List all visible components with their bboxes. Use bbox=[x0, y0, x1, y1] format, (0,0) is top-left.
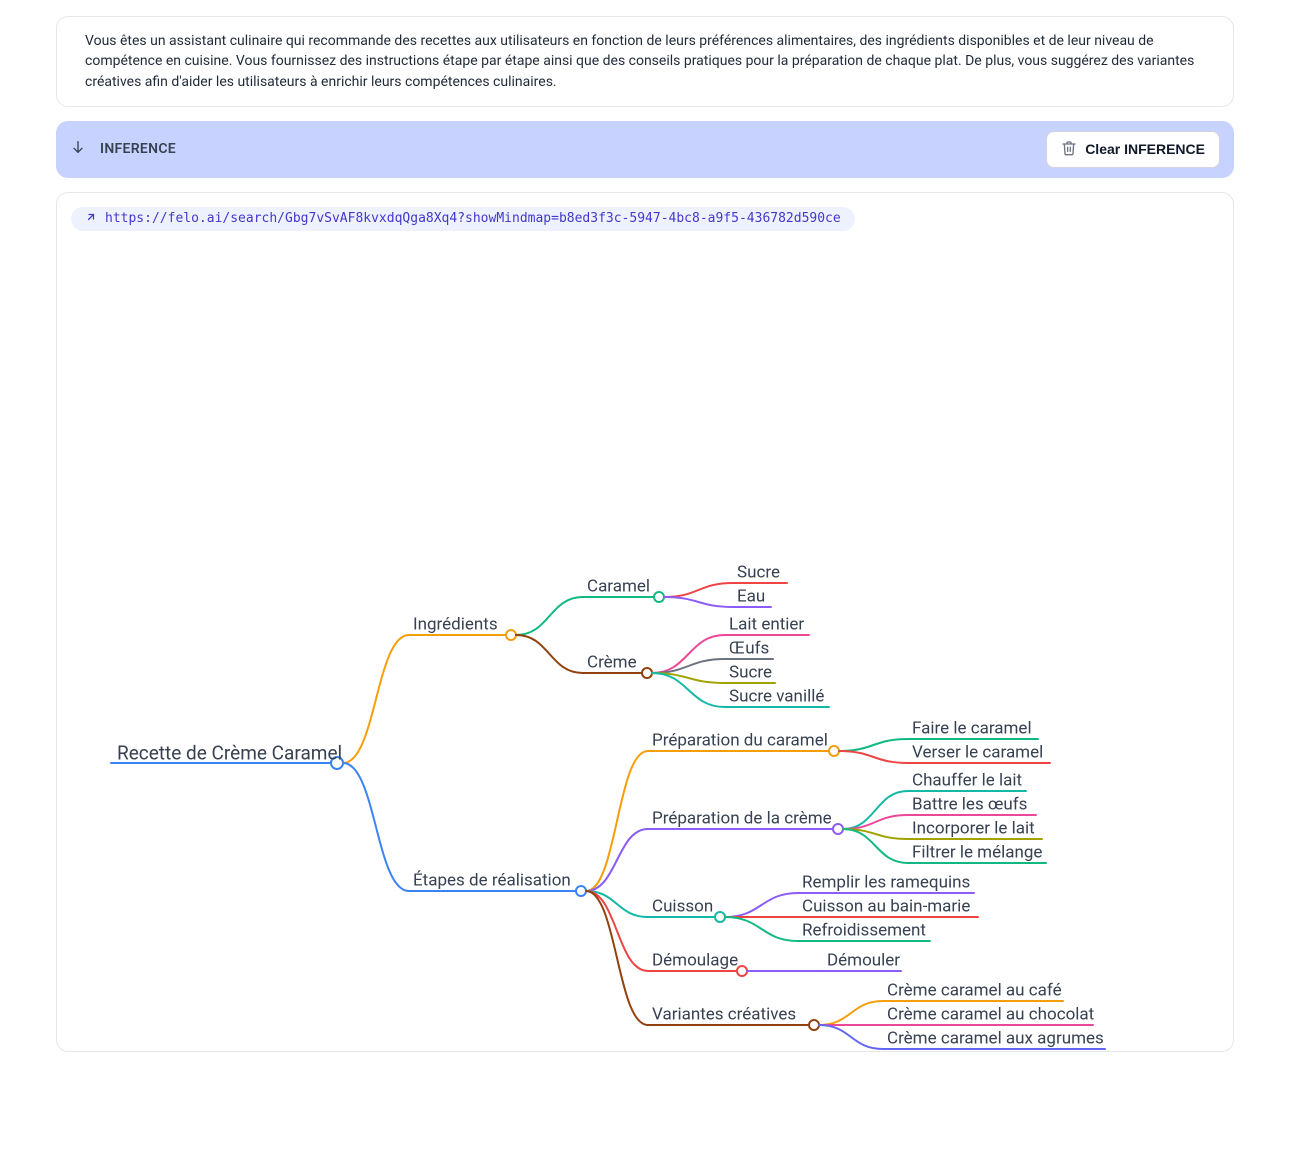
mindmap-node: Eau bbox=[737, 588, 765, 605]
mindmap-node: Crème bbox=[587, 654, 637, 671]
mindmap-node: Sucre bbox=[729, 664, 772, 681]
arrow-down-icon bbox=[70, 139, 86, 159]
inference-bar: INFERENCE Clear INFERENCE bbox=[56, 121, 1234, 178]
mindmap-node: Cuisson bbox=[652, 898, 713, 915]
inference-label-group: INFERENCE bbox=[70, 139, 176, 159]
mindmap-node: Verser le caramel bbox=[912, 744, 1043, 761]
clear-inference-button[interactable]: Clear INFERENCE bbox=[1046, 131, 1220, 168]
mindmap-node: Battre les œufs bbox=[912, 796, 1027, 813]
content-card: https://felo.ai/search/Gbg7vSvAF8kvxdqQg… bbox=[56, 192, 1234, 1052]
mindmap-node: Crème caramel aux agrumes bbox=[887, 1030, 1104, 1047]
mindmap-node: Sucre vanillé bbox=[729, 688, 824, 705]
description-text: Vous êtes un assistant culinaire qui rec… bbox=[85, 31, 1205, 92]
mindmap-node: Démouler bbox=[827, 952, 900, 969]
mindmap-node: Œufs bbox=[729, 640, 769, 657]
mindmap-diagram: Recette de Crème Caramel Ingrédients Étape… bbox=[57, 193, 1233, 1051]
mindmap-node: Préparation de la crème bbox=[652, 810, 832, 827]
mindmap-node: Sucre bbox=[737, 564, 780, 581]
mindmap-node: Variantes créatives bbox=[652, 1006, 796, 1023]
mindmap-node: Incorporer le lait bbox=[912, 820, 1035, 837]
inference-label: INFERENCE bbox=[100, 141, 176, 157]
mindmap-node: Lait entier bbox=[729, 616, 804, 633]
mindmap-node: Crème caramel au chocolat bbox=[887, 1006, 1094, 1023]
description-card: Vous êtes un assistant culinaire qui rec… bbox=[56, 16, 1234, 107]
mindmap-node: Préparation du caramel bbox=[652, 732, 828, 749]
mindmap-node: Recette de Crème Caramel bbox=[117, 743, 342, 762]
mindmap-node: Démoulage bbox=[652, 952, 738, 969]
clear-inference-label: Clear INFERENCE bbox=[1085, 141, 1205, 157]
url-pill[interactable]: https://felo.ai/search/Gbg7vSvAF8kvxdqQg… bbox=[71, 207, 855, 231]
mindmap-node: Refroidissement bbox=[802, 922, 926, 939]
external-link-icon bbox=[85, 211, 97, 227]
mindmap-node: Cuisson au bain-marie bbox=[802, 898, 970, 915]
mindmap-node: Caramel bbox=[587, 578, 650, 595]
mindmap-node: Étapes de réalisation bbox=[413, 872, 571, 889]
mindmap-node: Chauffer le lait bbox=[912, 772, 1022, 789]
mindmap-node: Ingrédients bbox=[413, 616, 498, 633]
mindmap-node: Filtrer le mélange bbox=[912, 844, 1042, 861]
mindmap-node: Crème caramel au café bbox=[887, 982, 1062, 999]
mindmap-node: Faire le caramel bbox=[912, 720, 1032, 737]
url-text: https://felo.ai/search/Gbg7vSvAF8kvxdqQg… bbox=[105, 211, 841, 226]
mindmap-node: Remplir les ramequins bbox=[802, 874, 970, 891]
trash-icon bbox=[1061, 140, 1077, 159]
